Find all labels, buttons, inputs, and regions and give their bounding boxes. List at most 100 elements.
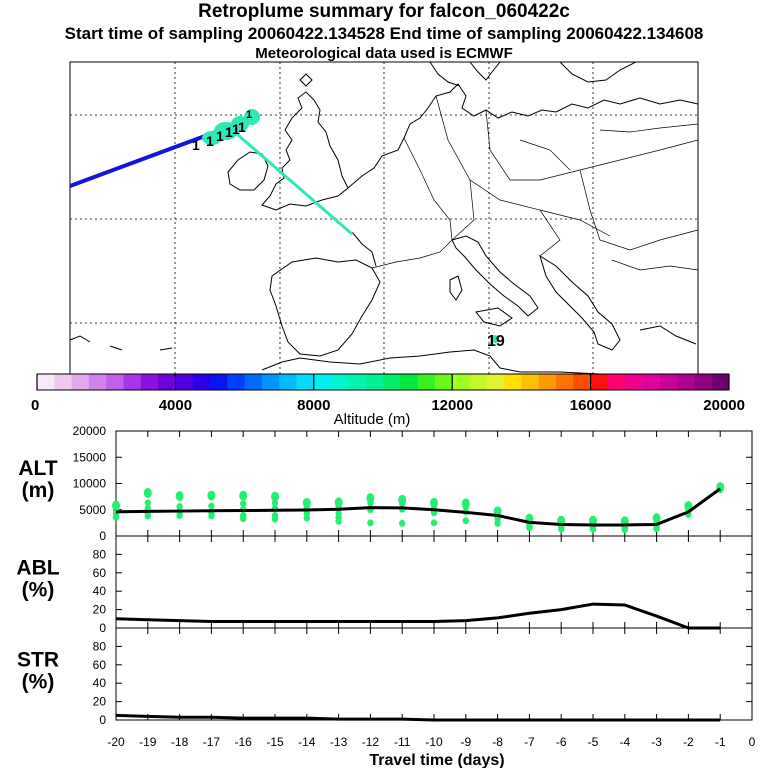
colorbar-swatch — [486, 374, 505, 390]
panel-alt: 0 5000 10000 15000 20000 ALT(m) — [18, 424, 753, 543]
x-tick-label: -18 — [171, 735, 189, 749]
x-tick-label: -19 — [139, 735, 157, 749]
colorbar-swatch — [573, 374, 592, 390]
altitude-dot — [112, 513, 120, 521]
x-axis-title: Travel time (days) — [369, 752, 504, 768]
plume-end-label: 19 — [487, 333, 505, 350]
altitude-dot — [367, 499, 374, 507]
panel-frame — [115, 627, 753, 721]
colorbar-title: Altitude (m) — [334, 411, 411, 428]
altitude-dot — [302, 497, 311, 508]
y-axis-unit: (%) — [22, 579, 55, 602]
y-tick-label: 80 — [93, 639, 107, 653]
y-tick-label: 5000 — [79, 503, 106, 517]
altitude-dot — [144, 499, 151, 507]
altitude-dot — [144, 512, 151, 520]
altitude-dot — [430, 497, 438, 508]
y-tick-label: 20 — [93, 603, 107, 617]
colorbar-swatch — [37, 374, 55, 390]
plume-label: 1 — [206, 133, 214, 149]
altitude-dot — [239, 490, 248, 501]
x-tick-label: -4 — [619, 735, 630, 749]
x-tick-label: -3 — [651, 735, 662, 749]
x-tick-label: -5 — [588, 735, 599, 749]
altitude-dot — [207, 490, 216, 501]
altitude-dot — [430, 519, 438, 527]
x-tick-label: -6 — [556, 735, 567, 749]
x-tick-label: -13 — [330, 735, 348, 749]
y-axis-unit: (m) — [22, 479, 55, 502]
altitude-dot — [335, 517, 342, 525]
colorbar-swatch — [331, 374, 349, 390]
plume-label: 1 — [238, 119, 246, 135]
panel-abl: 0 20 40 60 80 ABL(%) — [16, 535, 753, 635]
x-tick-label: -16 — [235, 735, 253, 749]
altitude-dot — [621, 526, 628, 534]
altitude-dot — [399, 519, 406, 527]
y-tick-label: 20000 — [73, 424, 107, 438]
colorbar-swatch — [88, 374, 107, 390]
altitude-dot — [175, 491, 184, 502]
y-axis-label: STR — [17, 649, 59, 672]
colorbar-tick-labels: 0 4000 8000 12000 16000 20000 — [31, 397, 745, 414]
altitude-dot — [462, 517, 469, 525]
plume-label: 1 — [232, 121, 240, 137]
y-tick-label: 15000 — [73, 450, 107, 464]
x-tick-label: -12 — [362, 735, 380, 749]
colorbar-swatch — [54, 374, 73, 390]
y-tick-label: 60 — [93, 658, 107, 672]
x-tick-label: -14 — [298, 735, 316, 749]
x-tick-label: -15 — [266, 735, 284, 749]
colorbar-tick-label: 4000 — [159, 397, 192, 414]
y-tick-label: 0 — [99, 529, 106, 543]
altitude-dot — [143, 487, 152, 498]
colorbar-tick-label: 8000 — [297, 397, 330, 414]
colorbar-swatch — [677, 374, 695, 390]
y-axis-label: ABL — [16, 557, 59, 580]
colorbar-tick-label: 12000 — [431, 397, 473, 414]
colorbar-tick-label: 0 — [31, 397, 39, 414]
colorbar-swatch — [521, 374, 540, 390]
plume-label: 1 — [246, 109, 252, 121]
colorbar-tick-label: 16000 — [570, 397, 612, 414]
plume-clusters — [202, 109, 499, 343]
colorbar-swatch — [158, 374, 176, 390]
y-tick-label: 80 — [93, 547, 107, 561]
y-tick-label: 40 — [93, 584, 107, 598]
altitude-dot — [303, 514, 310, 522]
y-axis-label: ALT — [18, 457, 57, 480]
plume-label: 1 — [225, 124, 233, 140]
colorbar-swatch — [383, 374, 401, 390]
colorbar-swatch — [140, 374, 159, 390]
colorbar-swatch — [296, 374, 315, 390]
y-axis-unit: (%) — [22, 671, 55, 694]
timeseries-panels: 05000100001500020000ALT(m)020406080ABL(%… — [16, 424, 753, 727]
colorbar-swatch — [348, 374, 367, 390]
plume-label: 1 — [216, 128, 224, 144]
altitude-dot — [271, 499, 279, 507]
colorbar-swatch — [590, 374, 609, 390]
x-tick-label: 0 — [749, 735, 756, 749]
x-tick-label: -11 — [394, 735, 411, 749]
colorbar-swatch — [261, 374, 280, 390]
altitude-dot — [558, 525, 565, 533]
colorbar-swatch — [625, 374, 643, 390]
x-tick-label: -1 — [715, 735, 726, 749]
altitude-dot — [589, 525, 597, 533]
altitude-dot — [399, 499, 406, 507]
colorbar-swatch — [400, 374, 419, 390]
y-tick-label: 0 — [99, 621, 106, 635]
altitude-dot — [208, 502, 215, 510]
x-tick-label: -9 — [460, 735, 471, 749]
colorbar-swatch — [417, 374, 436, 390]
colorbar-swatch — [642, 374, 661, 390]
colorbar-swatch — [227, 374, 246, 390]
colorbar-swatch — [313, 374, 332, 390]
colorbar-swatch — [106, 374, 124, 390]
colorbar-swatch — [192, 374, 211, 390]
met-data-subtitle: Meteorological data used is ECMWF — [255, 45, 513, 62]
colorbar-swatch — [210, 374, 228, 390]
map-panel: 1 1 1 1 1 1 1 19 — [69, 61, 699, 375]
x-tick-label: -10 — [425, 735, 443, 749]
